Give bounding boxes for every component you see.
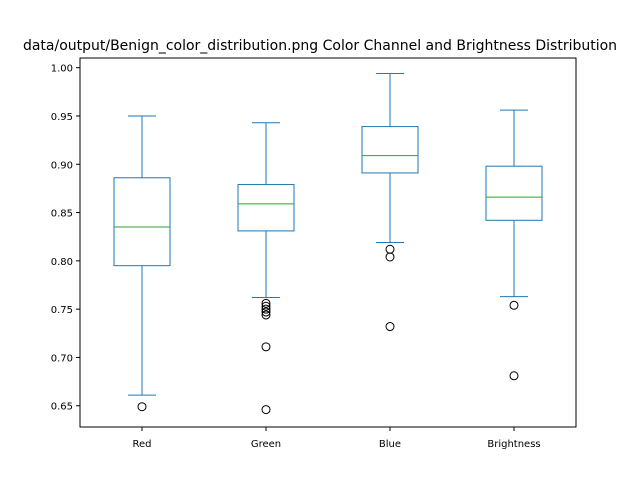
y-tick-label: 0.80 — [51, 257, 73, 268]
box — [113, 177, 171, 267]
x-tick-label: Green — [251, 439, 281, 450]
outlier-point — [509, 300, 519, 310]
y-tick-label: 0.85 — [51, 209, 73, 220]
x-tick-label: Red — [133, 439, 152, 450]
y-tick-label: 0.95 — [51, 112, 73, 123]
plot-area: 0.65 0.70 0.75 0.80 0.85 0.90 0.95 1.00 Red Green… — [51, 64, 543, 450]
box — [237, 184, 295, 232]
outlier-point — [137, 402, 147, 412]
outlier-point — [261, 307, 271, 317]
y-tick-label: 0.75 — [51, 305, 73, 316]
outlier-point — [385, 322, 395, 332]
outlier-point — [261, 342, 271, 352]
chart-title: data/output/Benign_color_distribution.pn… — [23, 38, 617, 54]
outlier-point — [261, 304, 271, 314]
box — [361, 126, 419, 174]
y-tick-label: 1.00 — [51, 64, 73, 75]
outlier-point — [509, 371, 519, 381]
y-tick-label: 0.65 — [51, 402, 73, 413]
y-tick-label: 0.90 — [51, 160, 73, 171]
x-tick-label: Blue — [379, 439, 401, 450]
outlier-point — [261, 298, 271, 308]
box — [485, 165, 543, 221]
outlier-point — [261, 310, 271, 320]
outlier-point — [385, 252, 395, 262]
plot-frame — [79, 57, 577, 428]
y-tick-label: 0.70 — [51, 353, 73, 364]
outlier-point — [385, 244, 395, 254]
outlier-point — [261, 405, 271, 415]
x-tick-label: Brightness — [487, 439, 540, 450]
outlier-point — [261, 301, 271, 311]
